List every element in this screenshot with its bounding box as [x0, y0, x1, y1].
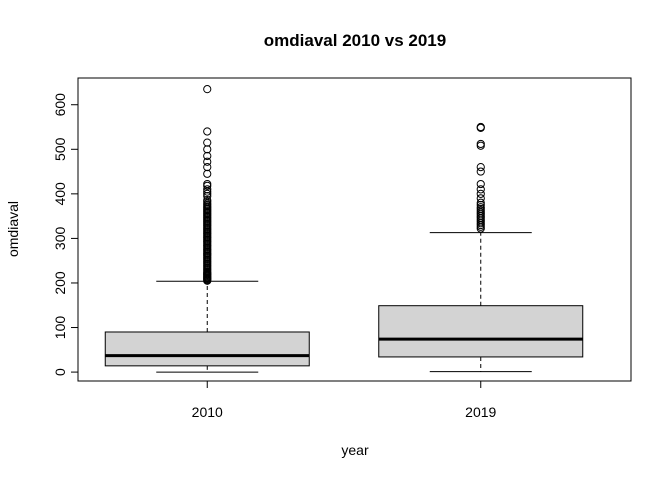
- outlier-point: [203, 163, 212, 172]
- x-tick-label: 2019: [465, 404, 496, 420]
- outlier-point: [476, 185, 485, 194]
- y-tick-label: 600: [52, 93, 68, 117]
- outlier-point: [203, 151, 212, 161]
- y-tick-label: 100: [52, 316, 68, 340]
- outlier-point: [476, 163, 485, 172]
- boxes-group: [104, 85, 584, 373]
- outlier-point: [476, 189, 485, 198]
- box-iqr: [378, 305, 584, 358]
- outlier-point: [203, 189, 212, 198]
- outlier-point: [476, 194, 485, 203]
- outlier-point: [203, 195, 212, 205]
- y-tick-label: 200: [52, 271, 68, 295]
- outlier-point: [203, 138, 212, 147]
- outlier-point: [203, 179, 212, 189]
- outlier-point: [476, 179, 485, 189]
- y-tick-label: 400: [52, 182, 68, 206]
- x-tick-label: 2010: [192, 404, 223, 420]
- chart-title: omdiaval 2010 vs 2019: [264, 31, 446, 50]
- outlier-point: [203, 157, 212, 166]
- outlier-point: [476, 203, 485, 212]
- box-iqr: [104, 331, 310, 367]
- outlier-point: [203, 185, 212, 194]
- y-tick-label: 0: [52, 368, 68, 376]
- outlier-point: [476, 198, 485, 207]
- y-axis: 0 100 200 300 400 500 600: [52, 93, 79, 376]
- outlier-point: [203, 85, 212, 94]
- outlier-point: [476, 141, 485, 150]
- box-2010: [104, 85, 310, 373]
- outlier-point: [203, 127, 212, 136]
- outlier-point: [476, 122, 485, 132]
- y-tick-label: 300: [52, 227, 68, 251]
- y-axis-label: omdiaval: [5, 201, 21, 257]
- outlier-point: [476, 139, 485, 149]
- y-tick-label: 500: [52, 137, 68, 161]
- outlier-point: [476, 200, 485, 210]
- outlier-point: [476, 167, 485, 176]
- x-axis-label: year: [341, 442, 369, 458]
- outlier-point: [203, 169, 212, 178]
- box-2019: [378, 122, 584, 373]
- x-axis: 2010 2019: [192, 380, 497, 420]
- outlier-point: [203, 191, 212, 201]
- outlier-point: [203, 145, 212, 154]
